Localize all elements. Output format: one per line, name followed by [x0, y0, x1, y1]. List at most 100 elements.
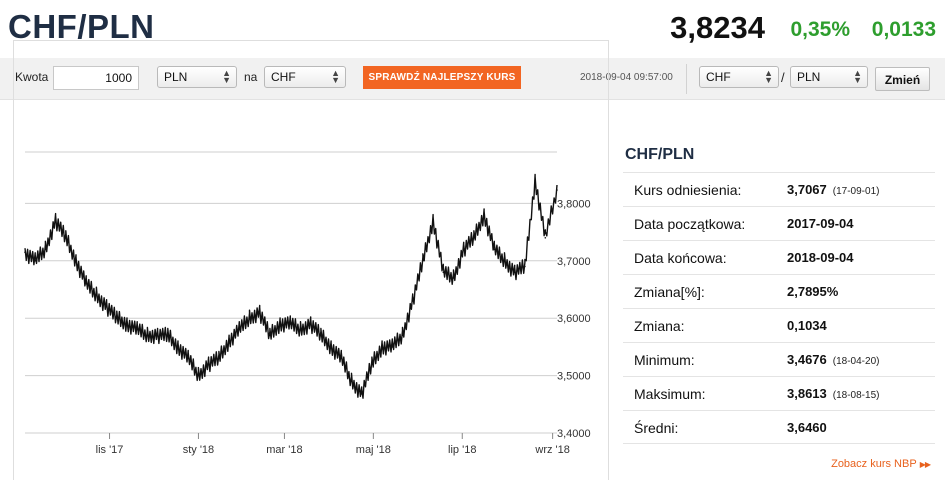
data-point: [167, 334, 169, 337]
x-tick-label: mar '18: [266, 444, 302, 456]
stats-row: Minimum: 3,4676 (18-04-20): [623, 342, 935, 376]
data-point: [54, 219, 57, 222]
stats-value-text: 2018-09-04: [787, 250, 854, 265]
data-point: [330, 346, 332, 348]
change-percent: 0,35%: [790, 18, 850, 41]
timestamp: 2018-09-04 09:57:00: [580, 72, 673, 83]
stats-value: 3,4676 (18-04-20): [787, 352, 879, 367]
select-arrows-icon: ▲ ▼: [331, 68, 340, 85]
amount-label: Kwota: [15, 70, 49, 84]
stats-title: CHF/PLN: [625, 146, 695, 163]
change-pair-button[interactable]: Zmień: [875, 67, 930, 91]
data-point: [34, 260, 36, 262]
double-triangle-right-icon: ▶▶: [919, 460, 931, 469]
nbp-link-label: Zobacz kurs NBP: [831, 458, 917, 470]
pair-slash: /: [781, 70, 785, 85]
data-point: [207, 363, 210, 365]
data-point: [24, 251, 26, 253]
pair-to-value: PLN: [797, 70, 821, 84]
y-axis-ticks: 3,4000 3,5000 3,6000 3,7000 3,8000: [557, 198, 591, 440]
stats-value-text: 2,7895%: [787, 284, 839, 299]
stats-date: (17-09-01): [832, 186, 880, 197]
data-point: [126, 323, 128, 325]
data-point: [238, 328, 241, 331]
stats-value-text: 0,1034: [787, 318, 827, 333]
stats-label: Data początkowa:: [634, 216, 746, 232]
na-label: na: [244, 70, 258, 84]
stats-label: Maksimum:: [634, 386, 706, 402]
stats-value: 3,6460: [787, 420, 827, 435]
data-point: [248, 317, 251, 320]
select-arrows-icon: ▲ ▼: [764, 68, 773, 85]
stats-value-text: 3,6460: [787, 420, 827, 435]
stats-row: Maksimum: 3,8613 (18-08-15): [623, 376, 935, 410]
data-point: [381, 346, 383, 348]
data-point: [269, 334, 271, 337]
data-point: [279, 323, 281, 325]
data-point: [534, 179, 536, 182]
y-tick-label: 3,7000: [557, 256, 591, 268]
to-currency-value: CHF: [271, 70, 296, 84]
x-tick-label: wrz '18: [534, 444, 570, 456]
nbp-rate-link[interactable]: Zobacz kurs NBP ▶▶: [831, 458, 931, 470]
select-arrows-icon: ▲ ▼: [222, 68, 231, 85]
stats-value-text: 3,4676: [787, 352, 827, 367]
y-tick-label: 3,4000: [557, 428, 591, 440]
stats-value: 2018-09-04: [787, 250, 854, 265]
data-point: [228, 340, 230, 343]
select-arrows-icon: ▲ ▼: [853, 68, 862, 85]
check-best-rate-button[interactable]: SPRAWDŹ NAJLEPSZY KURS: [363, 66, 521, 89]
stats-value: 2017-09-04: [787, 216, 854, 231]
data-point: [116, 317, 118, 320]
x-axis-ticks: lis '17 sty '18 mar '18 maj '18 lip '18 wrz '…: [96, 433, 570, 456]
from-currency-select[interactable]: PLN ▲ ▼: [157, 66, 237, 88]
data-point: [85, 283, 87, 285]
pair-from-select[interactable]: CHF ▲ ▼: [699, 66, 779, 88]
stats-row: Kurs odniesienia: 3,7067 (17-09-01): [623, 172, 935, 206]
data-point: [503, 260, 506, 262]
data-point: [452, 277, 455, 279]
data-point: [299, 328, 302, 331]
stats-date: (18-04-20): [832, 356, 880, 367]
data-point: [156, 334, 159, 337]
stats-row: Data początkowa: 2017-09-04: [623, 206, 935, 240]
stats-label: Minimum:: [634, 352, 695, 368]
stats-value-text: 3,7067: [787, 182, 827, 197]
data-point: [442, 271, 445, 274]
x-tick-label: sty '18: [183, 444, 214, 456]
data-point: [391, 346, 394, 348]
data-point: [309, 323, 312, 325]
data-point: [544, 237, 547, 239]
data-point: [371, 363, 373, 365]
data-point: [340, 357, 343, 360]
y-tick-label: 3,5000: [557, 371, 591, 383]
data-point: [44, 248, 47, 251]
data-point: [432, 219, 434, 222]
data-point: [289, 323, 292, 325]
stats-label: Data końcowa:: [634, 250, 727, 266]
stats-value: 2,7895%: [787, 284, 838, 299]
amount-input[interactable]: [53, 66, 139, 90]
data-point: [473, 237, 475, 239]
to-currency-select[interactable]: CHF ▲ ▼: [264, 66, 346, 88]
current-rate: 3,8234: [670, 10, 765, 45]
data-point: [95, 294, 98, 297]
pair-from-value: CHF: [706, 70, 731, 84]
data-point: [187, 357, 189, 360]
chart-series: [24, 173, 558, 399]
stats-value-text: 3,8613: [787, 386, 827, 401]
data-point: [350, 380, 353, 383]
data-point: [105, 305, 108, 308]
data-point: [422, 260, 424, 262]
stats-value-text: 2017-09-04: [787, 216, 854, 231]
pair-to-select[interactable]: PLN ▲ ▼: [790, 66, 868, 88]
page-title: CHF/PLN: [8, 8, 155, 45]
change-absolute: 0,0133: [871, 18, 936, 41]
data-point: [197, 374, 200, 377]
from-currency-value: PLN: [164, 70, 188, 84]
data-point: [493, 248, 496, 251]
x-tick-label: lis '17: [96, 444, 124, 456]
stats-row: Zmiana: 0,1034: [623, 308, 935, 342]
data-point: [75, 260, 77, 262]
